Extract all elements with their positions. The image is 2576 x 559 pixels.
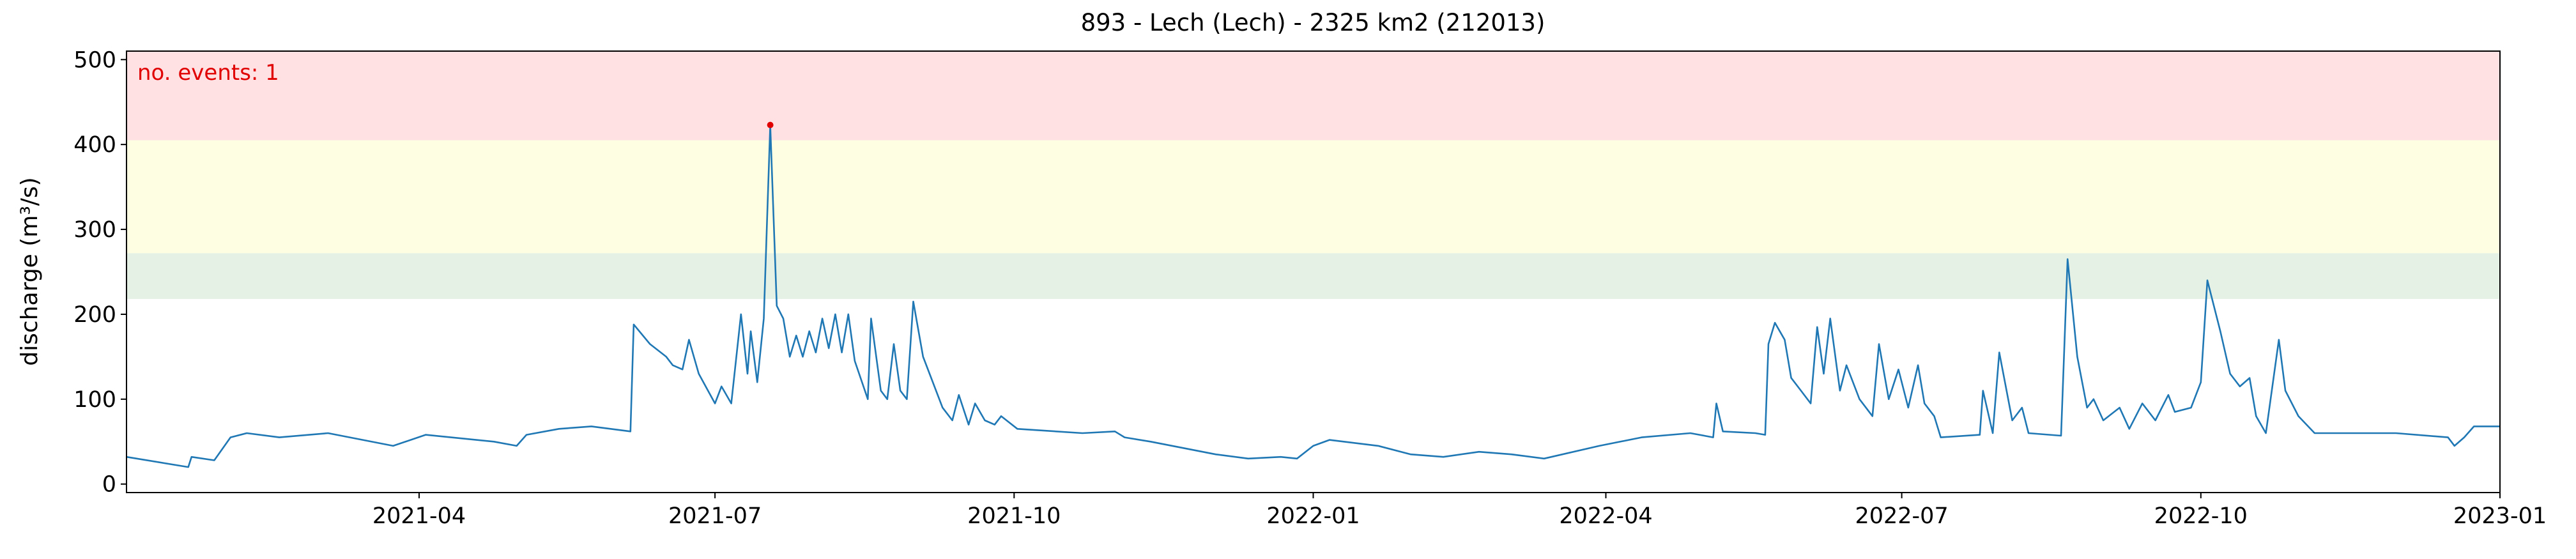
discharge-line: [126, 124, 2500, 468]
y-tick-label: 300: [73, 217, 116, 243]
x-tick-label: 2022-04: [1559, 503, 1652, 529]
x-tick-label: 2022-07: [1855, 503, 1948, 529]
x-tick-label: 2021-07: [668, 503, 762, 529]
plot-frame: [126, 50, 2501, 493]
threshold-band: [126, 253, 2500, 300]
x-tick-label: 2022-10: [2154, 503, 2248, 529]
y-tick-label: 100: [73, 387, 116, 413]
threshold-band: [126, 51, 2500, 141]
chart-title: 893 - Lech (Lech) - 2325 km2 (212013): [1081, 9, 1545, 36]
x-tick-label: 2023-01: [2453, 503, 2547, 529]
x-tick-label: 2022-01: [1266, 503, 1360, 529]
x-tick-label: 2021-10: [967, 503, 1061, 529]
x-tick-label: 2021-04: [372, 503, 466, 529]
event-count: no. events: 1: [137, 60, 279, 86]
y-axis-label: discharge (m³/s): [17, 177, 43, 365]
y-tick-label: 400: [73, 132, 116, 158]
event-point: [767, 121, 774, 128]
y-tick-label: 500: [73, 47, 116, 73]
threshold-band: [126, 140, 2500, 254]
y-tick-label: 0: [102, 472, 116, 498]
y-tick-label: 200: [73, 302, 116, 328]
